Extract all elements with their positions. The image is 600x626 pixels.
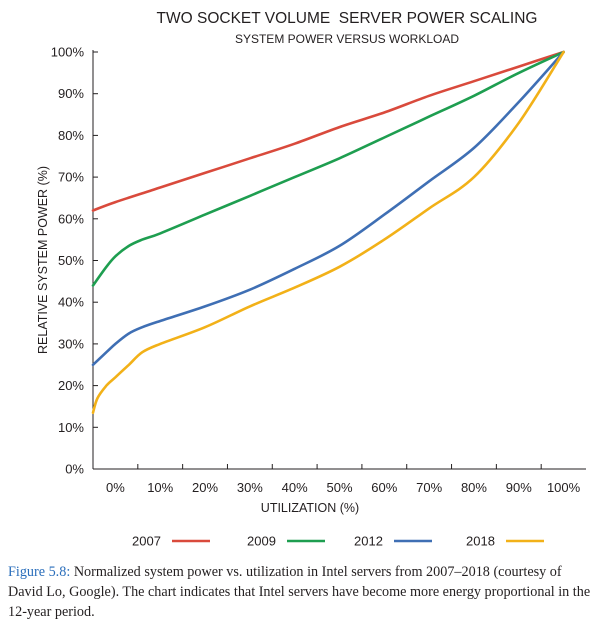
legend-label-2018: 2018 [466,534,495,549]
x-tick-label: 60% [371,480,397,495]
power-scaling-chart: TWO SOCKET VOLUME SERVER POWER SCALING S… [36,10,586,549]
legend: 2007 2009 2012 2018 [132,534,544,549]
x-tick-label: 70% [416,480,442,495]
y-tick-label: 50% [58,253,84,268]
legend-label-2009: 2009 [247,534,276,549]
series-lines [91,50,565,414]
y-tick-label: 80% [58,128,84,143]
y-tick-label: 10% [58,420,84,435]
x-tick-label: 0% [106,480,125,495]
y-ticks: 0% 10% 20% 30% 40% 50% 60% 70% 80% 90% 100% [51,45,98,477]
x-ticks: 0% 10% 20% 30% 40% 50% 60% 70% 80% 90% 100% [106,464,581,495]
caption-label: Figure 5.8: [8,564,71,580]
y-axis-label: RELATIVE SYSTEM POWER (%) [36,166,50,354]
x-tick-label: 100% [547,480,581,495]
chart-area: TWO SOCKET VOLUME SERVER POWER SCALING S… [36,10,586,549]
y-tick-label: 0% [65,462,84,477]
x-tick-label: 50% [326,480,352,495]
x-tick-label: 90% [506,480,532,495]
series-line-2018 [91,50,565,414]
y-tick-label: 70% [58,170,84,185]
caption-text: Normalized system power vs. utilization … [8,564,591,620]
chart-subtitle: SYSTEM POWER VERSUS WORKLOAD [235,32,459,46]
x-tick-label: 80% [461,480,487,495]
legend-label-2012: 2012 [354,534,383,549]
x-tick-label: 30% [237,480,263,495]
y-tick-label: 100% [51,45,85,60]
y-tick-label: 20% [58,378,84,393]
legend-label-2007: 2007 [132,534,161,549]
chart-title: TWO SOCKET VOLUME SERVER POWER SCALING [157,10,538,27]
y-tick-label: 60% [58,211,84,226]
x-tick-label: 40% [282,480,308,495]
figure-caption: Figure 5.8: Normalized system power vs. … [8,562,596,622]
x-tick-label: 10% [147,480,173,495]
x-axis-label: UTILIZATION (%) [261,501,359,515]
axes [92,50,586,470]
series-line-2009 [91,50,565,287]
series-line-2012 [91,50,565,367]
y-tick-label: 30% [58,336,84,351]
y-tick-label: 40% [58,295,84,310]
series-line-2007 [91,50,565,212]
x-tick-label: 20% [192,480,218,495]
y-tick-label: 90% [58,86,84,101]
